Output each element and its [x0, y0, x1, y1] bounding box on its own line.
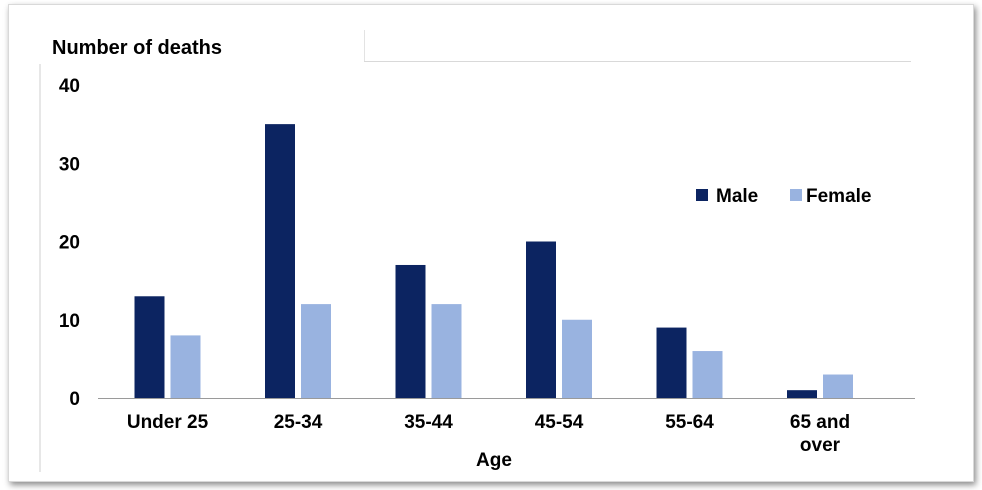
bar-male-5	[787, 390, 817, 398]
bar-male-4	[656, 327, 687, 398]
x-tick-label: 35-44	[404, 412, 453, 433]
chart-frame	[8, 4, 974, 482]
y-tick-label: 40	[59, 76, 80, 97]
y-tick-labels: 0 10 20 30 40	[59, 76, 80, 410]
legend-swatch-female	[790, 189, 802, 201]
bar-female-2	[431, 304, 462, 398]
bar-male-3	[526, 241, 556, 398]
y-tick-label: 0	[69, 389, 80, 410]
x-tick-label: 25-34	[274, 412, 323, 433]
bars	[134, 124, 853, 398]
y-tick-label: 20	[59, 233, 80, 254]
x-tick-labels: Under 25 25-34 35-44 45-54 55-64 65 and over	[127, 412, 850, 456]
y-tick-label: 30	[59, 154, 80, 175]
bar-male-0	[134, 296, 165, 398]
bar-male-1	[265, 124, 295, 398]
legend: Male Female	[696, 186, 871, 207]
bar-female-5	[823, 374, 853, 398]
y-axis-title: Number of deaths	[52, 37, 223, 59]
x-tick-label: 45-54	[535, 412, 584, 433]
x-tick-label: 55-64	[665, 412, 714, 433]
legend-label-female: Female	[806, 186, 871, 207]
bar-female-4	[692, 351, 723, 398]
x-tick-label: Under 25	[127, 412, 209, 433]
y-tick-label: 10	[59, 311, 80, 332]
bar-male-2	[395, 264, 426, 398]
legend-label-male: Male	[716, 186, 758, 207]
legend-swatch-male	[696, 189, 708, 201]
bar-female-1	[301, 304, 331, 398]
header-divider-vertical	[364, 30, 365, 61]
bar-female-3	[562, 319, 592, 398]
x-axis-title: Age	[476, 450, 512, 471]
x-tick-label: 65 and over	[790, 412, 850, 456]
bar-female-0	[170, 335, 201, 398]
header-divider	[364, 61, 911, 62]
